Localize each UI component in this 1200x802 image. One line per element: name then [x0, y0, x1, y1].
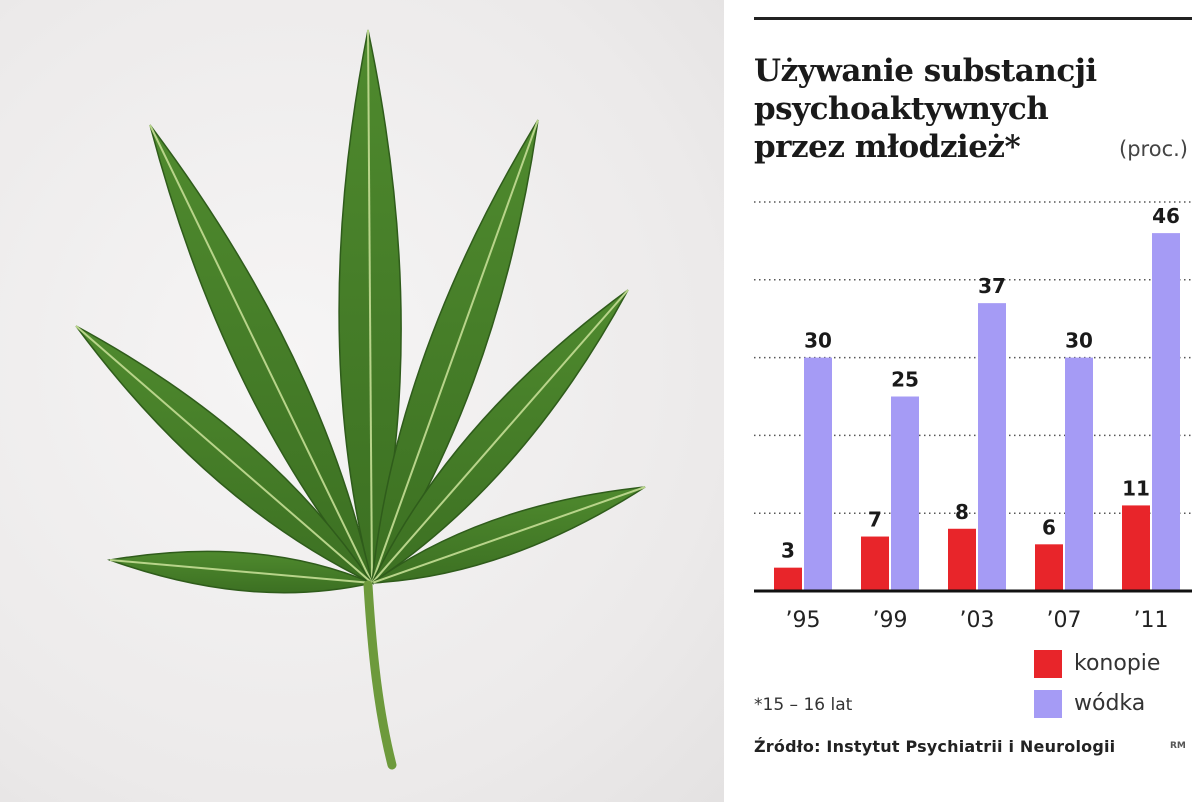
chart-title-line-1: Używanie substancji	[754, 53, 1097, 89]
bar-konopie-1	[861, 536, 889, 591]
leaflet-vein-7	[109, 559, 373, 584]
value-label-wódka-0: 30	[804, 329, 832, 353]
top-rule	[754, 17, 1192, 20]
author-initials: RM	[1170, 741, 1186, 751]
x-tick-label-3: ’07	[1047, 608, 1082, 633]
leaflet-vein-1	[367, 29, 373, 584]
chart-title: Używanie substancji psychoaktywnych prze…	[754, 52, 1134, 166]
x-tick-label-2: ’03	[960, 608, 995, 633]
bar-wódka-1	[891, 396, 919, 591]
x-tick-label-4: ’11	[1134, 608, 1169, 633]
leaflet-vein-6	[371, 486, 646, 584]
leaflet-vein-4	[371, 289, 629, 584]
value-label-konopie-1: 7	[868, 508, 882, 532]
bar-chart: 3 30 ’95 7 25 ’99 8 37 ’03 6 30 ’07 11 46 ’11	[754, 201, 1192, 633]
value-label-wódka-3: 30	[1065, 329, 1093, 353]
leaflet-vein-5	[75, 325, 373, 584]
bar-konopie-4	[1122, 505, 1150, 591]
bar-wódka-0	[804, 357, 832, 591]
value-label-wódka-4: 46	[1152, 204, 1180, 228]
value-label-konopie-4: 11	[1122, 476, 1150, 500]
bar-konopie-2	[948, 528, 976, 591]
legend-swatch-wodka	[1034, 690, 1062, 718]
legend-label-wodka: wódka	[1074, 691, 1146, 716]
source-note: Źródło: Instytut Psychiatrii i Neurologi…	[754, 737, 1116, 756]
leaflet-vein-2	[371, 119, 539, 584]
legend-swatch-konopie	[1034, 650, 1062, 678]
bar-konopie-0	[774, 567, 802, 591]
x-tick-label-0: ’95	[786, 608, 821, 633]
value-label-konopie-0: 3	[781, 539, 795, 563]
chart-title-line-3: przez młodzież*	[754, 129, 1021, 165]
cannabis-leaf-photo	[0, 0, 724, 802]
x-tick-label-1: ’99	[873, 608, 908, 633]
unit-label: (proc.)	[1119, 137, 1188, 161]
bar-wódka-2	[978, 303, 1006, 591]
footnote: *15 – 16 lat	[754, 695, 853, 715]
leaflet-vein-3	[149, 124, 373, 584]
chart-title-line-2: psychoaktywnych	[754, 91, 1049, 127]
infographic-panel: Używanie substancji psychoaktywnych prze…	[724, 0, 1200, 802]
legend-label-konopie: konopie	[1074, 651, 1161, 676]
bar-wódka-3	[1065, 357, 1093, 591]
value-label-wódka-1: 25	[891, 368, 919, 392]
value-label-konopie-2: 8	[955, 500, 969, 524]
legend-item-wodka: wódka	[1034, 690, 1145, 718]
value-label-konopie-3: 6	[1042, 515, 1056, 539]
bar-wódka-4	[1152, 233, 1180, 591]
cannabis-leaf-illustration	[75, 29, 646, 770]
legend-item-konopie: konopie	[1034, 650, 1160, 678]
value-label-wódka-2: 37	[978, 274, 1006, 298]
bar-konopie-3	[1035, 544, 1063, 591]
